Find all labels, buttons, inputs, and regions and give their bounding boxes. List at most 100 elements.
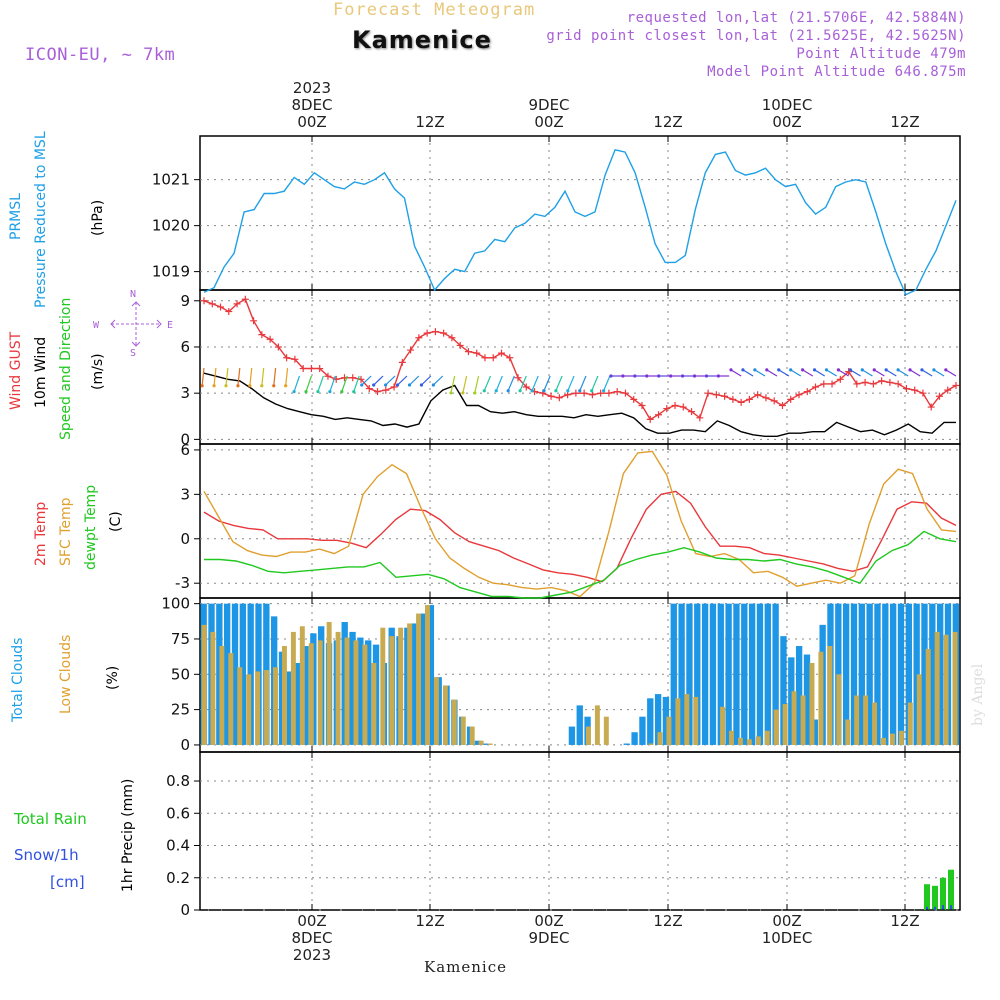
gust-point-48 [597, 389, 605, 397]
total-cloud-bar-66 [717, 603, 724, 745]
wind-arrow-head-46 [741, 368, 745, 372]
gust-point-15 [324, 372, 332, 380]
gust-point-26 [415, 334, 423, 342]
wind-arrow-24 [483, 375, 492, 391]
ytick-label-1-0: 0 [180, 430, 190, 448]
wind-arrow-head-60 [908, 368, 912, 372]
wind-arrow-26 [507, 375, 515, 391]
time-top-label-4-1: 00Z [772, 113, 802, 131]
low-cloud-bar-44 [594, 705, 600, 745]
gust-point-7 [258, 331, 266, 339]
gust-point-21 [374, 388, 382, 396]
wind-arrow-3 [237, 367, 241, 386]
compass-s: S [130, 348, 137, 359]
snow-bar-3 [950, 905, 952, 910]
wind-arrow-13 [353, 375, 360, 392]
low-cloud-bar-9 [281, 646, 287, 745]
ytick-label-2-3: 6 [180, 441, 190, 459]
wind-arrow-head-62 [932, 368, 936, 372]
wind-arrow-head-23 [473, 391, 477, 395]
low-cloud-bar-12 [308, 643, 314, 745]
gust-point-47 [588, 391, 596, 399]
model-altitude: Model Point Altitude 646.875m [707, 64, 966, 80]
wind-arrow-61 [921, 369, 933, 377]
wind-arrow-head-40 [669, 374, 673, 378]
wind-arrow-58 [885, 369, 897, 377]
ytick-label-4-3: 0.6 [166, 804, 190, 822]
wind-arrow-head-6 [272, 384, 276, 388]
low-cloud-bar-4 [237, 667, 243, 745]
ytick-label-3-0: 0 [180, 736, 190, 754]
wind-arrow-head-54 [836, 368, 841, 372]
compass-arrows [110, 301, 162, 347]
gust-point-23 [390, 383, 398, 391]
total-cloud-bar-67 [725, 603, 732, 745]
low-cloud-bar-63 [764, 730, 770, 745]
gust-point-25 [407, 346, 415, 354]
location-title: Kamenice [352, 26, 492, 54]
gust-point-70 [778, 402, 786, 409]
gust-point-24 [398, 358, 406, 366]
wind-arrow-7 [285, 367, 289, 386]
wind-arrow-head-61 [920, 368, 924, 372]
ytick-label-3-2: 50 [171, 665, 190, 683]
gust-point-85 [902, 385, 910, 393]
low-cloud-bar-52 [666, 716, 672, 745]
low-cloud-bar-32 [487, 743, 493, 745]
low-cloud-bar-10 [290, 631, 296, 745]
wind-arrow-head-4 [248, 384, 252, 388]
snow-bar-2 [942, 905, 944, 910]
wind-arrow-head-8 [292, 389, 296, 394]
ytick-label-1-3: 9 [180, 292, 190, 310]
gust-point-58 [679, 403, 687, 411]
time-bottom-label-4-0: 00Z [772, 912, 802, 930]
gust-point-43 [555, 394, 563, 402]
low-cloud-bar-61 [746, 739, 752, 745]
total-cloud-bar-5 [239, 603, 247, 745]
gust-point-54 [646, 415, 654, 423]
total-cloud-bar-60 [670, 603, 677, 745]
gust-point-30 [448, 334, 456, 342]
ytick-label-2-0: -3 [175, 574, 190, 592]
wind-arrow-head-21 [449, 391, 453, 395]
low-cloud-bar-13 [317, 640, 323, 745]
low-cloud-bar-31 [478, 740, 484, 745]
wind-arrow-55 [850, 369, 861, 377]
wind-arrow-23 [474, 375, 480, 394]
low-cloud-bar-43 [585, 726, 591, 745]
wind-arrow-32 [579, 375, 587, 391]
total-cloud-bar-48 [576, 705, 583, 745]
wind-arrow-62 [933, 369, 945, 377]
low-cloud-bar-23 [407, 623, 413, 745]
wind-arrow-46 [742, 369, 754, 377]
wind-arrow-head-18 [407, 383, 412, 387]
low-cloud-bar-7 [264, 670, 270, 745]
gust-point-50 [613, 388, 621, 396]
wind-arrow-9 [305, 375, 312, 392]
time-top-label-0-0: 2023 [292, 79, 332, 97]
wind-arrow-head-27 [518, 389, 522, 393]
total-cloud-bar-84 [858, 603, 865, 745]
wind-arrow-30 [555, 375, 563, 391]
low-cloud-bar-72 [845, 719, 851, 745]
low-cloud-bar-84 [952, 631, 958, 745]
footer-location: Kamenice [424, 958, 507, 976]
low-cloud-bar-67 [800, 695, 806, 745]
total-cloud-bar-47 [568, 726, 576, 745]
low-cloud-bar-62 [755, 736, 761, 745]
ytick-label-4-4: 0.8 [166, 772, 190, 790]
wind-arrow-head-35 [609, 374, 613, 378]
wind-arrow-25 [495, 375, 503, 391]
gust-point-90 [944, 386, 952, 394]
gust-point-35 [489, 354, 497, 362]
snow-bar-0 [926, 906, 928, 910]
wind-arrow-15 [373, 375, 384, 386]
wind-arrow-head-1 [212, 384, 216, 388]
total-cloud-bar-86 [874, 603, 881, 745]
wind-arrow-head-13 [352, 389, 356, 394]
total-cloud-bar-85 [866, 603, 873, 745]
total-cloud-bar-2 [216, 603, 223, 745]
time-bottom-label-4-1: 10DEC [761, 929, 813, 947]
gust-point-57 [671, 402, 679, 409]
